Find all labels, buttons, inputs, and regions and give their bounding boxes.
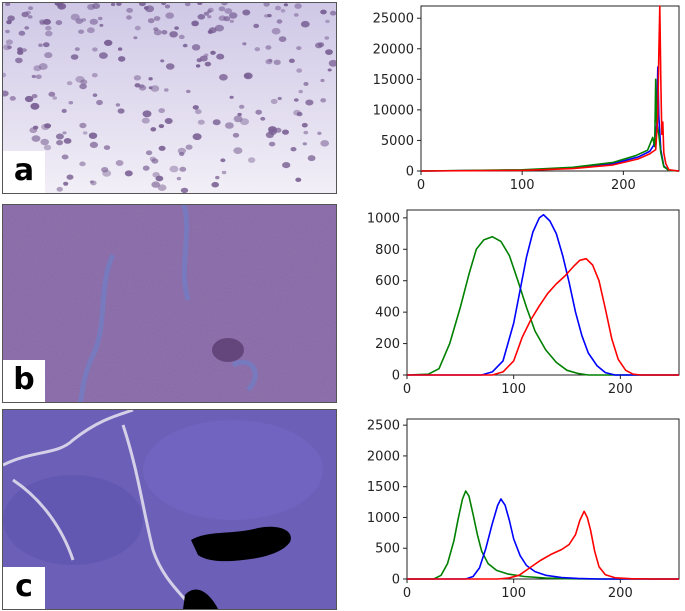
y-tick-label: 5000 [381, 134, 414, 149]
y-tick-label: 0 [406, 165, 414, 180]
histogram-b-svg: 0 100 200 0 200 400 600 800 1000 [367, 209, 680, 397]
plot-frame [406, 418, 680, 580]
micrograph-c: c [2, 409, 337, 610]
y-tick-label: 10000 [373, 103, 414, 118]
series-line-0 [420, 66, 680, 172]
series-line-1 [407, 213, 679, 376]
x-tick-label: 0 [403, 586, 411, 601]
y-tick-label: 600 [375, 274, 400, 289]
y-tick-label: 0 [392, 573, 400, 588]
panel-letter-c: c [3, 567, 45, 609]
histogram-c: 0 100 200 0 500 1000 1500 2000 2500 [345, 413, 683, 609]
y-tick-label: 1000 [367, 211, 400, 226]
y-tick-label: 1000 [367, 511, 400, 526]
micrograph-a-image [3, 3, 336, 193]
x-tick-label: 200 [611, 178, 636, 193]
histogram-b: 0 100 200 0 200 400 600 800 1000 [345, 204, 683, 402]
x-tick-label: 100 [501, 586, 526, 601]
micrograph-a: a [2, 2, 337, 194]
y-tick-label: 800 [375, 243, 400, 258]
series-line-1 [407, 498, 679, 580]
micrograph-c-image [3, 410, 336, 609]
x-tick-label: 0 [403, 382, 411, 397]
x-tick-label: 100 [510, 178, 535, 193]
y-tick-label: 400 [375, 306, 400, 321]
series-line-1 [420, 78, 680, 172]
panel-letter-b: b [3, 360, 45, 402]
y-tick-label: 2000 [367, 449, 400, 464]
y-tick-label: 2500 [367, 419, 400, 434]
series-line-2 [420, 5, 680, 172]
panel-letter-a: a [3, 151, 45, 193]
micrograph-b: b [2, 204, 337, 403]
series-line-2 [407, 257, 679, 376]
histogram-a-svg: 0 100 200 0 5000 10000 15000 20000 25000 [373, 5, 680, 193]
y-tick-label: 0 [392, 369, 400, 384]
series-line-0 [406, 235, 679, 376]
x-tick-label: 200 [608, 382, 633, 397]
plot-frame [420, 5, 680, 172]
plot-frame [406, 209, 680, 376]
y-tick-label: 1500 [367, 480, 400, 495]
series-line-2 [407, 510, 679, 580]
y-tick-label: 25000 [373, 12, 414, 27]
x-tick-label: 100 [501, 382, 526, 397]
x-tick-label: 200 [608, 586, 633, 601]
y-tick-label: 20000 [373, 42, 414, 57]
y-tick-label: 500 [375, 542, 400, 557]
x-tick-label: 0 [417, 178, 425, 193]
histogram-a: 0 100 200 0 5000 10000 15000 20000 25000 [345, 2, 683, 195]
micrograph-b-image [3, 205, 336, 402]
y-tick-label: 200 [375, 337, 400, 352]
series-line-0 [407, 490, 679, 580]
y-tick-label: 15000 [373, 73, 414, 88]
